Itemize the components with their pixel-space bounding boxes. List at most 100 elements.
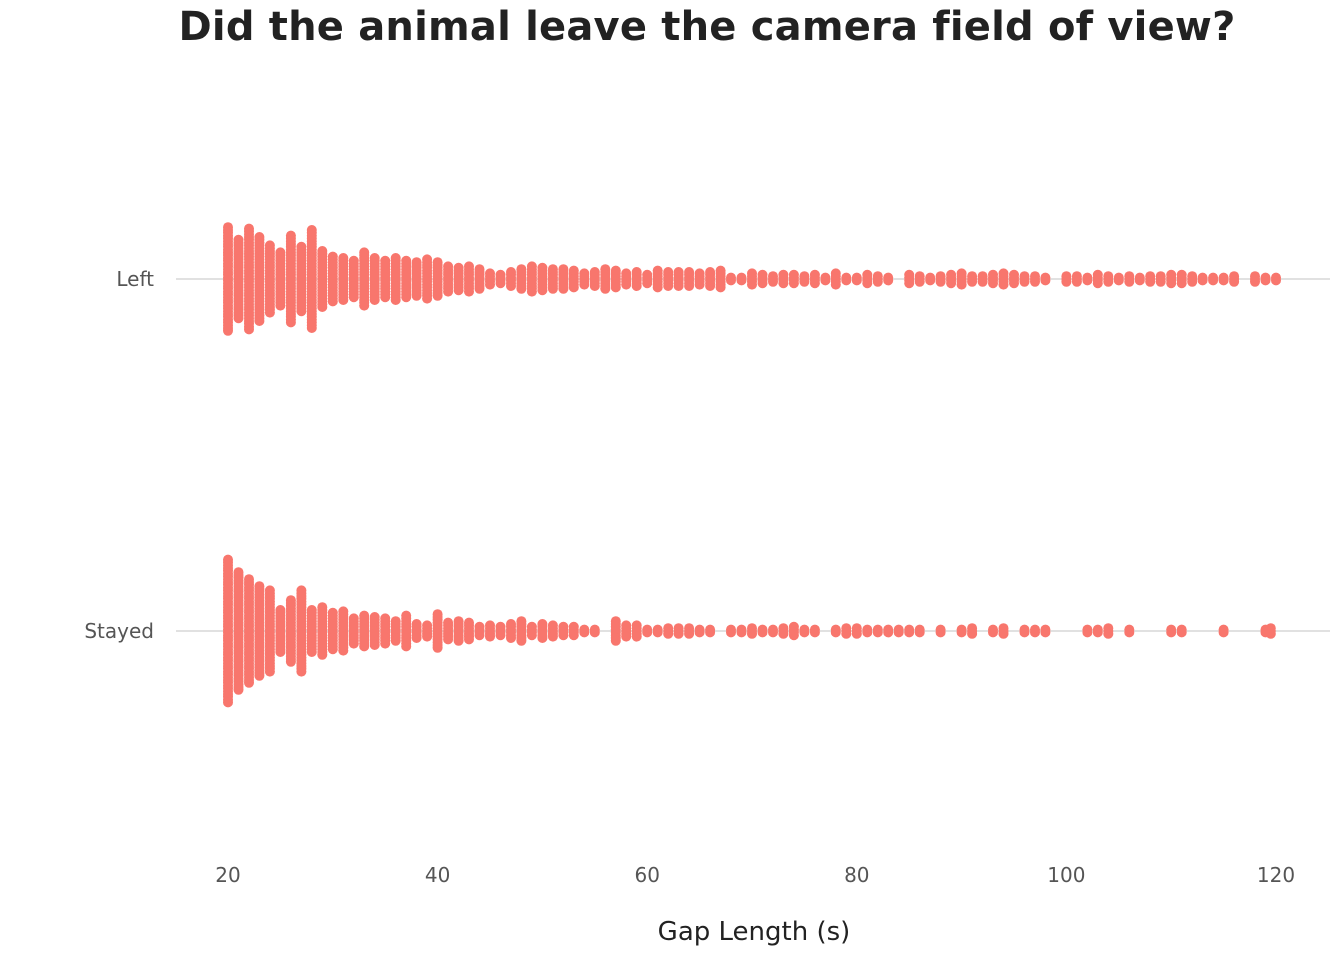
chart-title: Did the animal leave the camera field of… bbox=[178, 4, 1236, 50]
dot-stayed bbox=[988, 627, 998, 638]
dot-left bbox=[768, 276, 778, 287]
dot-stayed bbox=[390, 635, 401, 646]
dot-left bbox=[1208, 275, 1219, 286]
dot-stayed bbox=[516, 635, 527, 646]
dot-left bbox=[904, 278, 915, 289]
dot-stayed bbox=[673, 628, 684, 639]
dot-left bbox=[684, 281, 695, 291]
dot-left bbox=[1009, 278, 1019, 289]
dot-left bbox=[296, 306, 307, 317]
dot-stayed bbox=[621, 631, 632, 642]
x-tick-80: 80 bbox=[844, 863, 869, 887]
dot-left bbox=[726, 275, 736, 286]
dot-left bbox=[851, 275, 862, 286]
y-gridlines bbox=[176, 278, 1330, 632]
dot-stayed bbox=[432, 642, 443, 653]
dot-left bbox=[233, 313, 244, 324]
dot-stayed bbox=[830, 627, 841, 638]
dot-stayed bbox=[914, 627, 925, 638]
dot-stayed bbox=[610, 635, 621, 646]
dot-left bbox=[988, 278, 998, 289]
dot-stayed bbox=[244, 677, 254, 688]
dot-left bbox=[1218, 275, 1229, 286]
dot-left bbox=[516, 283, 527, 294]
dot-left bbox=[285, 317, 296, 328]
dot-left bbox=[642, 278, 653, 289]
x-tick-40: 40 bbox=[425, 863, 450, 887]
dot-left bbox=[411, 290, 422, 301]
dot-left bbox=[254, 316, 265, 326]
dot-stayed bbox=[788, 630, 799, 641]
dot-stayed bbox=[464, 634, 474, 645]
dot-stayed bbox=[893, 627, 904, 638]
dot-left bbox=[1061, 276, 1072, 287]
dot-left bbox=[1260, 275, 1271, 286]
dot-left bbox=[946, 278, 957, 289]
dot-stayed bbox=[998, 628, 1009, 639]
dot-stayed bbox=[1124, 627, 1135, 638]
dot-stayed bbox=[872, 627, 883, 638]
dot-left bbox=[422, 293, 433, 304]
dot-stayed bbox=[275, 647, 286, 657]
dot-left bbox=[862, 278, 873, 289]
dot-stayed bbox=[652, 627, 663, 638]
x-axis-title: Gap Length (s) bbox=[658, 917, 851, 947]
dot-stayed bbox=[642, 627, 653, 638]
dot-stayed bbox=[223, 697, 233, 708]
dot-stayed bbox=[736, 627, 747, 638]
dot-left bbox=[757, 278, 768, 289]
dot-stayed bbox=[526, 630, 537, 641]
dot-left bbox=[631, 281, 642, 291]
dot-stayed bbox=[453, 635, 464, 646]
dot-left bbox=[359, 300, 370, 311]
chart-marks bbox=[223, 222, 1281, 708]
dot-left bbox=[526, 286, 537, 297]
dot-stayed bbox=[327, 644, 338, 655]
x-tick-100: 100 bbox=[1047, 863, 1085, 887]
dot-left bbox=[1197, 275, 1208, 286]
dot-left bbox=[1019, 276, 1030, 287]
dot-stayed bbox=[809, 627, 820, 638]
dot-left bbox=[568, 282, 579, 293]
dot-left bbox=[1092, 278, 1103, 289]
dot-left bbox=[264, 307, 275, 318]
dot-stayed bbox=[264, 666, 275, 677]
dot-left bbox=[600, 283, 611, 294]
dot-stayed bbox=[254, 670, 265, 681]
dot-stayed bbox=[1030, 627, 1040, 638]
dot-left bbox=[380, 292, 391, 303]
dot-stayed bbox=[1218, 627, 1229, 638]
dot-stayed bbox=[338, 645, 349, 656]
dot-stayed bbox=[1103, 628, 1114, 639]
dot-stayed bbox=[285, 656, 296, 667]
dot-left bbox=[830, 279, 841, 290]
dot-left bbox=[694, 279, 705, 290]
dot-left bbox=[872, 276, 883, 287]
dot-stayed bbox=[726, 627, 736, 638]
dot-stayed bbox=[694, 627, 705, 638]
dot-left bbox=[453, 285, 464, 296]
dot-left bbox=[935, 276, 946, 287]
dot-left bbox=[338, 295, 349, 305]
x-tick-120: 120 bbox=[1257, 863, 1295, 887]
dot-left bbox=[537, 285, 548, 296]
x-axis-tick-labels: 20 40 60 80 100 120 bbox=[215, 863, 1295, 887]
dot-stayed bbox=[851, 628, 862, 639]
dot-left bbox=[956, 279, 967, 290]
dot-left bbox=[705, 281, 716, 291]
dot-left bbox=[1071, 276, 1082, 287]
dot-stayed bbox=[317, 649, 328, 660]
dot-left bbox=[715, 282, 726, 293]
dot-stayed bbox=[631, 631, 642, 642]
dot-left bbox=[673, 281, 684, 291]
y-label-stayed: Stayed bbox=[84, 619, 154, 643]
dot-stayed bbox=[296, 666, 307, 677]
dot-left bbox=[1124, 276, 1135, 287]
dot-stayed bbox=[380, 638, 391, 649]
x-tick-20: 20 bbox=[215, 863, 240, 887]
dot-left bbox=[223, 325, 233, 336]
dot-left bbox=[464, 286, 474, 297]
dot-left bbox=[317, 302, 328, 312]
dot-left bbox=[474, 283, 485, 294]
